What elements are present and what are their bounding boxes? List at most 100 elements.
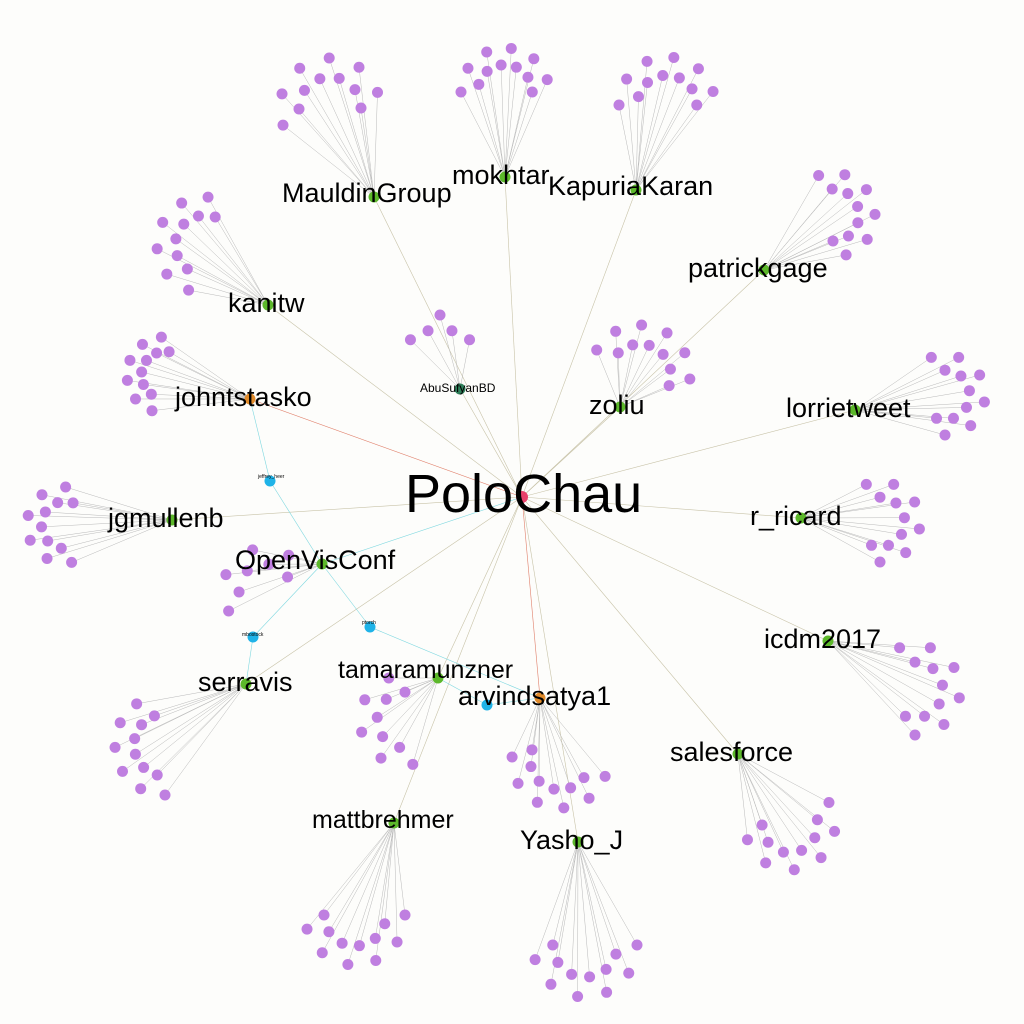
- leaf-node[interactable]: [756, 819, 768, 831]
- leaf-node[interactable]: [223, 605, 235, 617]
- leaf-node[interactable]: [600, 963, 612, 975]
- leaf-node[interactable]: [643, 339, 655, 351]
- leaf-node[interactable]: [109, 741, 121, 753]
- leaf-node[interactable]: [621, 73, 633, 85]
- hub-node-patrickgage[interactable]: [758, 264, 770, 276]
- leaf-node[interactable]: [114, 717, 126, 729]
- leaf-node[interactable]: [129, 733, 141, 745]
- leaf-node[interactable]: [919, 710, 931, 722]
- leaf-node[interactable]: [788, 864, 800, 876]
- leaf-node[interactable]: [663, 380, 675, 392]
- leaf-node[interactable]: [145, 388, 157, 400]
- leaf-node[interactable]: [407, 758, 419, 770]
- leaf-node[interactable]: [138, 761, 150, 773]
- hub-node-zoliu[interactable]: [614, 401, 626, 413]
- leaf-node[interactable]: [283, 549, 295, 561]
- leaf-node[interactable]: [512, 777, 524, 789]
- leaf-node[interactable]: [183, 284, 195, 296]
- leaf-node[interactable]: [707, 85, 719, 97]
- leaf-node[interactable]: [323, 926, 335, 938]
- leaf-node[interactable]: [545, 978, 557, 990]
- leaf-node[interactable]: [636, 319, 648, 331]
- leaf-node[interactable]: [336, 937, 348, 949]
- leaf-node[interactable]: [641, 55, 653, 67]
- leaf-node[interactable]: [377, 731, 389, 743]
- leaf-node[interactable]: [399, 909, 411, 921]
- leaf-node[interactable]: [495, 59, 507, 71]
- leaf-node[interactable]: [661, 327, 673, 339]
- hub-node-icdm2017[interactable]: [822, 635, 834, 647]
- bridge-node-mbostock[interactable]: [247, 631, 259, 643]
- leaf-node[interactable]: [899, 710, 911, 722]
- leaf-node[interactable]: [583, 792, 595, 804]
- leaf-node[interactable]: [895, 528, 907, 540]
- leaf-node[interactable]: [894, 642, 906, 654]
- leaf-node[interactable]: [974, 369, 986, 381]
- leaf-node[interactable]: [446, 325, 458, 337]
- leaf-node[interactable]: [434, 309, 446, 321]
- leaf-node[interactable]: [356, 726, 368, 738]
- leaf-node[interactable]: [137, 378, 149, 390]
- leaf-node[interactable]: [931, 412, 943, 424]
- leaf-node[interactable]: [353, 61, 365, 73]
- leaf-node[interactable]: [852, 200, 864, 212]
- leaf-node[interactable]: [323, 52, 335, 64]
- leaf-node[interactable]: [938, 718, 950, 730]
- leaf-node[interactable]: [913, 523, 925, 535]
- leaf-node[interactable]: [909, 729, 921, 741]
- leaf-node[interactable]: [277, 119, 289, 131]
- leaf-node[interactable]: [314, 73, 326, 85]
- leaf-node[interactable]: [473, 78, 485, 90]
- leaf-node[interactable]: [394, 741, 406, 753]
- leaf-node[interactable]: [375, 752, 387, 764]
- leaf-node[interactable]: [978, 396, 990, 408]
- leaf-node[interactable]: [548, 783, 560, 795]
- leaf-node[interactable]: [861, 233, 873, 245]
- leaf-node[interactable]: [566, 968, 578, 980]
- leaf-node[interactable]: [741, 834, 753, 846]
- leaf-node[interactable]: [691, 99, 703, 111]
- leaf-node[interactable]: [380, 693, 392, 705]
- leaf-node[interactable]: [947, 412, 959, 424]
- leaf-node[interactable]: [522, 71, 534, 83]
- leaf-node[interactable]: [924, 642, 936, 654]
- leaf-node[interactable]: [898, 512, 910, 524]
- leaf-node[interactable]: [151, 347, 163, 359]
- leaf-node[interactable]: [948, 662, 960, 673]
- leaf-node[interactable]: [135, 783, 147, 795]
- leaf-node[interactable]: [209, 211, 221, 223]
- leaf-node[interactable]: [591, 344, 603, 356]
- hub-node-r_ricard[interactable]: [795, 512, 807, 524]
- leaf-node[interactable]: [247, 544, 259, 556]
- leaf-node[interactable]: [481, 65, 493, 77]
- leaf-node[interactable]: [890, 497, 902, 509]
- leaf-node[interactable]: [353, 940, 365, 952]
- leaf-node[interactable]: [318, 909, 330, 921]
- leaf-node[interactable]: [510, 61, 522, 73]
- leaf-node[interactable]: [220, 569, 232, 581]
- leaf-node[interactable]: [623, 967, 635, 979]
- leaf-node[interactable]: [860, 478, 872, 490]
- hub-node-serravis[interactable]: [240, 678, 252, 690]
- leaf-node[interactable]: [371, 711, 383, 723]
- leaf-node[interactable]: [673, 72, 685, 84]
- leaf-node[interactable]: [41, 552, 53, 564]
- leaf-node[interactable]: [140, 354, 152, 366]
- leaf-node[interactable]: [55, 542, 67, 554]
- leaf-node[interactable]: [933, 698, 945, 710]
- leaf-node[interactable]: [939, 364, 951, 376]
- leaf-node[interactable]: [939, 429, 951, 441]
- leaf-node[interactable]: [558, 802, 570, 814]
- leaf-node[interactable]: [874, 491, 886, 503]
- leaf-node[interactable]: [815, 852, 827, 864]
- leaf-node[interactable]: [129, 748, 141, 760]
- leaf-node[interactable]: [151, 243, 163, 255]
- bridge-node-ptorch[interactable]: [364, 621, 376, 633]
- leaf-node[interactable]: [852, 217, 864, 229]
- leaf-node[interactable]: [22, 509, 34, 521]
- leaf-node[interactable]: [874, 556, 886, 568]
- leaf-node[interactable]: [827, 235, 839, 247]
- leaf-node[interactable]: [399, 686, 411, 698]
- leaf-node[interactable]: [369, 932, 381, 944]
- hub-node-KapuriaKaran[interactable]: [630, 184, 642, 196]
